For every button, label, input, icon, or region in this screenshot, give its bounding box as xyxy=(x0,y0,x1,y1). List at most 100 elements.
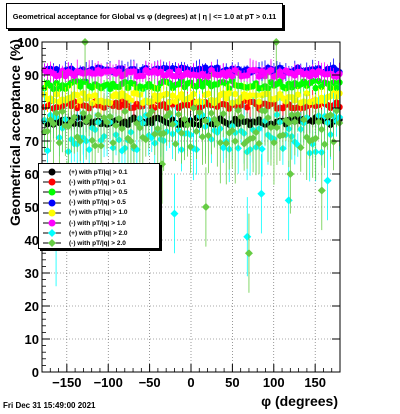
data-point xyxy=(288,110,296,119)
data-point xyxy=(172,73,179,80)
data-point xyxy=(286,170,295,178)
data-point xyxy=(276,68,284,75)
data-point xyxy=(180,115,189,124)
data-point xyxy=(130,68,138,75)
data-point xyxy=(228,126,237,135)
data-point xyxy=(189,104,198,112)
legend-label: (-) with pT/|q| > 1.0 xyxy=(69,219,126,227)
legend-entry: (+) with pT/|q| > 2.0 xyxy=(39,228,159,238)
data-point xyxy=(53,79,60,87)
legend-symbol xyxy=(48,178,56,186)
x-tick-label: −100 xyxy=(94,375,123,390)
data-point xyxy=(314,118,323,126)
data-point xyxy=(201,116,210,125)
data-point xyxy=(243,104,251,111)
data-point xyxy=(139,72,147,80)
data-point xyxy=(317,186,326,195)
data-point xyxy=(168,120,177,129)
data-point xyxy=(240,140,248,148)
data-point xyxy=(121,107,129,116)
data-point xyxy=(178,91,185,98)
legend-marker xyxy=(43,219,61,227)
data-point xyxy=(210,115,219,124)
data-point xyxy=(130,142,138,151)
data-point xyxy=(320,140,329,149)
legend-label: (-) with pT/|q| > 0.1 xyxy=(69,178,126,186)
data-point xyxy=(195,108,204,117)
x-axis-label: φ (degrees) xyxy=(261,393,338,409)
data-point xyxy=(237,113,245,121)
data-point xyxy=(118,124,126,133)
data-point xyxy=(43,127,52,136)
data-point xyxy=(170,209,179,218)
data-point xyxy=(315,77,322,85)
data-point xyxy=(252,67,260,74)
data-point xyxy=(312,84,319,92)
legend-marker xyxy=(43,178,61,186)
x-tick-label: 100 xyxy=(263,375,285,390)
data-point xyxy=(74,91,81,99)
data-point xyxy=(52,109,61,117)
legend-entry: (+) with pT/|q| > 0.1 xyxy=(39,167,159,177)
data-point xyxy=(213,120,222,128)
y-tick-label: 0 xyxy=(32,365,39,380)
data-point xyxy=(216,138,225,147)
data-point xyxy=(267,123,275,132)
y-tick-label: 30 xyxy=(25,266,39,281)
data-point xyxy=(198,133,207,141)
data-point xyxy=(97,142,105,150)
data-point xyxy=(303,90,310,97)
data-point xyxy=(294,91,301,98)
y-tick-label: 50 xyxy=(25,200,39,215)
legend-label: (+) with pT/|q| > 0.1 xyxy=(69,168,128,176)
data-point xyxy=(276,132,284,140)
data-point xyxy=(109,138,117,147)
data-point xyxy=(67,117,76,126)
y-tick-label: 40 xyxy=(25,233,39,248)
data-point xyxy=(223,95,230,102)
data-point xyxy=(323,176,332,185)
data-point xyxy=(133,145,141,154)
data-point xyxy=(85,113,93,121)
data-point xyxy=(234,106,242,115)
data-point xyxy=(205,73,212,80)
y-tick-label: 20 xyxy=(25,299,39,314)
legend-symbol xyxy=(48,199,56,207)
data-point xyxy=(106,85,114,93)
data-point xyxy=(88,136,96,145)
axes: −150 −100 −50 0 50 100 150 0 10 20 30 40 50 60 70 80 90 1… xyxy=(17,35,340,390)
legend-symbol xyxy=(48,229,56,238)
data-point xyxy=(284,196,293,205)
data-point xyxy=(243,72,251,79)
data-point xyxy=(159,129,168,138)
data-point xyxy=(158,160,167,169)
data-point xyxy=(115,114,123,123)
legend-marker xyxy=(43,229,61,238)
y-tick-label: 80 xyxy=(25,101,39,116)
data-point xyxy=(308,135,317,144)
data-point xyxy=(309,77,316,85)
data-point xyxy=(43,146,52,155)
data-point xyxy=(55,139,64,147)
data-layer xyxy=(40,38,344,293)
data-point xyxy=(270,138,278,147)
data-point xyxy=(229,73,236,80)
legend-entry: (+) with pT/|q| > 1.0 xyxy=(39,208,159,218)
legend-entry: (+) with pT/|q| > 0.5 xyxy=(39,187,159,197)
data-point xyxy=(165,109,174,117)
data-point xyxy=(49,119,58,128)
legend-symbol xyxy=(48,219,56,227)
data-point xyxy=(205,90,212,97)
data-point xyxy=(293,141,302,149)
data-point xyxy=(174,110,183,119)
legend-marker xyxy=(43,209,61,217)
data-point xyxy=(255,139,263,148)
data-point xyxy=(85,145,93,154)
data-point xyxy=(130,80,138,87)
data-point xyxy=(186,142,195,151)
legend-marker xyxy=(43,199,61,207)
data-point xyxy=(329,137,338,146)
data-point xyxy=(175,67,182,75)
legend-label: (-) with pT/|q| > 0.5 xyxy=(69,199,126,207)
legend-symbol xyxy=(48,209,56,217)
